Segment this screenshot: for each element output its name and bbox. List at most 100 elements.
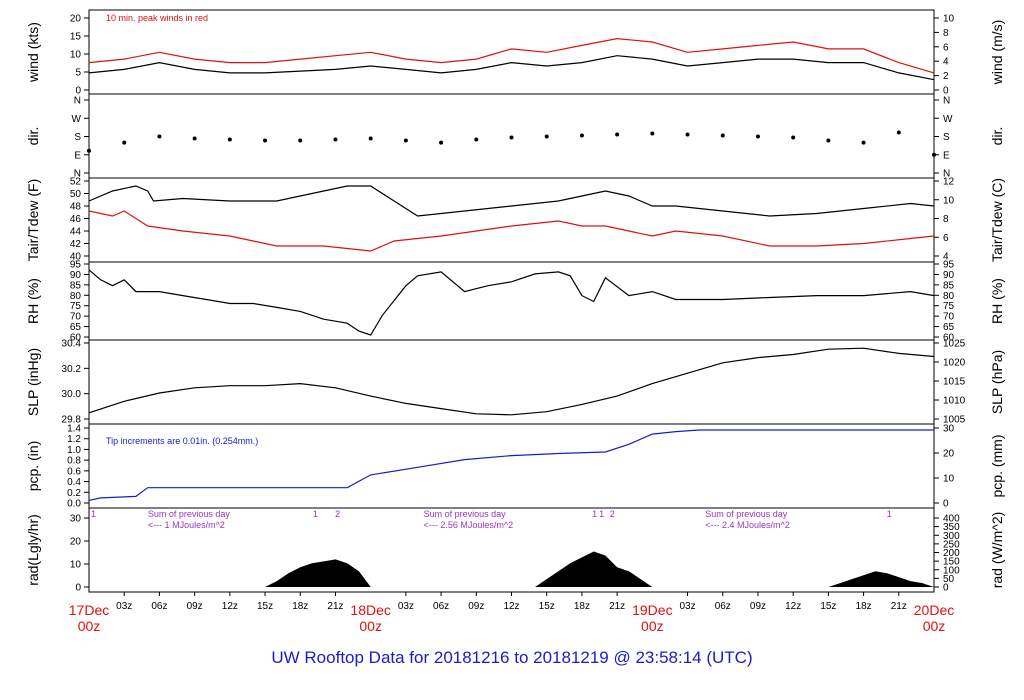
rad-annotation: <--- 2.56 MJoules/m^2 <box>424 520 514 530</box>
dir-point <box>932 152 936 157</box>
pcp-left-tick-label: 1.2 <box>67 434 81 445</box>
temp-ylabel-left: Tair/Tdew (F) <box>25 179 41 261</box>
rad-left-tick-label: 20 <box>70 537 82 548</box>
rad-left-tick-label: 0 <box>75 583 81 594</box>
pcp-line <box>88 429 934 501</box>
dir-point <box>755 134 760 139</box>
wind-series-line <box>88 37 935 74</box>
x-day-label: 19Dec <box>632 602 672 618</box>
dir-right-tick-label: W <box>943 114 953 125</box>
dir-left-tick-label: N <box>74 96 81 107</box>
rad-right-tick-label: 400 <box>943 514 960 525</box>
x-tick-label: 06z <box>151 601 167 612</box>
rad-right-tick-label: 350 <box>943 522 960 533</box>
rad-right-tick-label: 200 <box>943 548 960 559</box>
rh-left-tick-label: 70 <box>70 312 82 323</box>
rh-line <box>88 269 935 336</box>
x-tick-label: 18z <box>856 601 872 612</box>
temp-left-tick-label: 44 <box>70 227 82 238</box>
wind-left-tick-label: 5 <box>75 68 81 79</box>
wind-annotation: 10 min. peak winds in red <box>106 13 208 23</box>
temp-left-tick-label: 42 <box>70 239 82 250</box>
rad-right-tick-label: 250 <box>943 539 960 550</box>
rh-right-tick-label: 75 <box>943 301 955 312</box>
dir-right-tick-label: N <box>943 96 950 107</box>
rh-left-tick-label: 75 <box>70 301 82 312</box>
temp-left-tick-label: 40 <box>70 252 82 263</box>
temp-right-tick-label: 12 <box>943 177 955 188</box>
rh-right-tick-label: 90 <box>943 270 955 281</box>
temp-right-tick-label: 4 <box>943 252 949 263</box>
dir-point <box>579 133 584 138</box>
dir-point <box>439 140 444 145</box>
dir-point <box>650 131 655 136</box>
rad-marker: 1 <box>887 509 892 519</box>
x-tick-label: 21z <box>609 601 625 612</box>
rh-left-tick-label: 60 <box>70 333 82 344</box>
pcp-ylabel-right: pcp. (mm) <box>989 435 1005 498</box>
wind-ylabel-left: wind (kts) <box>25 22 41 83</box>
dir-point <box>87 148 91 153</box>
rad-right-tick-label: 150 <box>943 557 960 568</box>
x-tick-label: 09z <box>750 601 766 612</box>
rh-left-tick-label: 90 <box>70 270 82 281</box>
wind-left-tick-label: 10 <box>70 50 82 61</box>
slp-right-tick-label: 1020 <box>943 358 966 369</box>
dir-point <box>615 132 620 137</box>
dir-point <box>368 136 373 141</box>
temp-left-tick-label: 52 <box>70 177 82 188</box>
temp-right-tick-label: 6 <box>943 233 949 244</box>
wind-ylabel-right: wind (m/s) <box>989 20 1005 86</box>
wind-right-tick-label: 0 <box>943 86 949 97</box>
pcp-left-tick-label: 1.4 <box>67 424 81 435</box>
rad-marker: 2 <box>610 509 615 519</box>
x-tick-label: 03z <box>398 601 414 612</box>
dir-point <box>791 135 796 140</box>
x-day-label: 18Dec <box>350 602 390 618</box>
dir-point <box>544 134 549 139</box>
rad-annotation: <--- 2.4 MJoules/m^2 <box>705 520 790 530</box>
dir-point <box>192 136 197 141</box>
x-tick-label: 12z <box>222 601 238 612</box>
rad-area <box>89 551 934 587</box>
rad-ylabel-right: rad (W/m^2) <box>989 512 1005 589</box>
x-day-time: 00z <box>359 618 382 634</box>
rad-right-tick-label: 100 <box>943 565 960 576</box>
rad-left-tick-label: 10 <box>70 560 82 571</box>
dir-point <box>298 138 303 143</box>
x-day-label: 20Dec <box>914 602 954 618</box>
pcp-right-tick-label: 10 <box>943 474 955 485</box>
pcp-left-tick-label: 0.6 <box>67 466 81 477</box>
pcp-left-tick-label: 0.8 <box>67 456 81 467</box>
dir-point <box>826 138 831 143</box>
x-tick-label: 18z <box>574 601 590 612</box>
temp-ylabel-right: Tair/Tdew (C) <box>989 178 1005 262</box>
rad-right-tick-label: 300 <box>943 531 960 542</box>
rh-ylabel-left: RH (%) <box>25 278 41 324</box>
dir-left-tick-label: E <box>74 150 81 161</box>
dir-point <box>263 138 268 143</box>
slp-right-tick-label: 1025 <box>943 339 966 350</box>
wind-right-tick-label: 4 <box>943 57 949 68</box>
dir-point <box>896 130 901 135</box>
x-day-time: 00z <box>641 618 664 634</box>
rad-marker: 1 <box>313 509 318 519</box>
x-tick-label: 15z <box>257 601 273 612</box>
dir-point <box>685 132 690 137</box>
slp-left-tick-label: 30.2 <box>62 364 82 375</box>
slp-right-tick-label: 1010 <box>943 396 966 407</box>
rad-left-tick-label: 30 <box>70 514 82 525</box>
dir-ylabel-left: dir. <box>25 127 41 146</box>
x-tick-label: 03z <box>679 601 695 612</box>
rad-marker: 1 <box>599 509 604 519</box>
dir-left-tick-label: W <box>72 114 82 125</box>
rh-right-tick-label: 85 <box>943 280 955 291</box>
x-tick-label: 09z <box>187 601 203 612</box>
dir-point <box>861 140 866 145</box>
rh-right-tick-label: 95 <box>943 260 955 271</box>
dir-point <box>474 137 479 142</box>
rad-right-tick-label: 0 <box>943 583 949 594</box>
rad-annotation: Sum of previous day <box>424 509 507 519</box>
slp-right-tick-label: 1015 <box>943 377 966 388</box>
temp-left-tick-label: 48 <box>70 202 82 213</box>
